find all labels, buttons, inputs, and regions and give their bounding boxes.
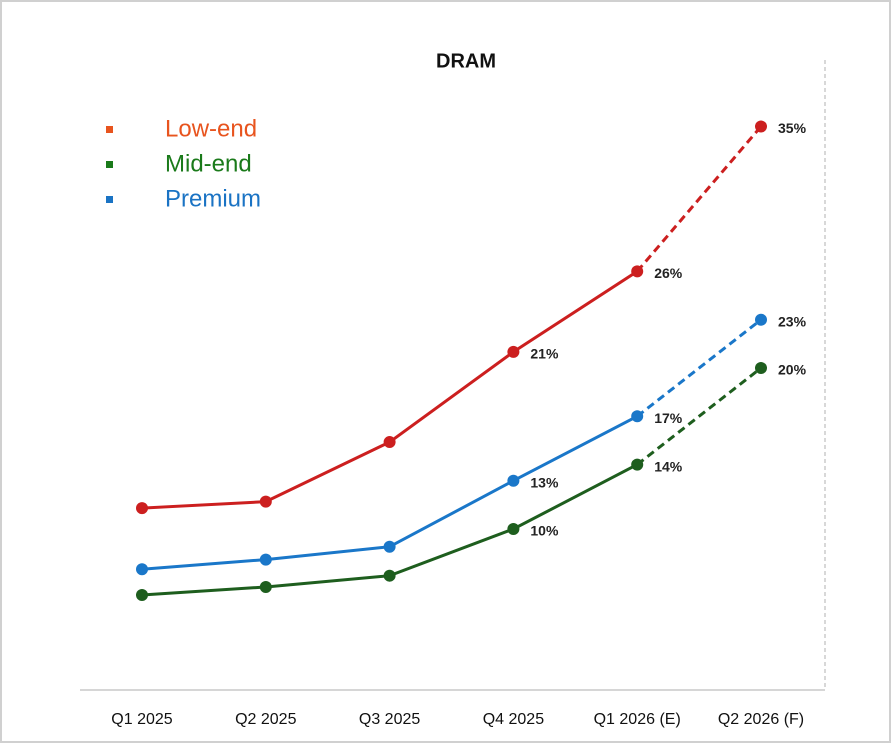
projection-line — [636, 318, 762, 418]
point — [383, 540, 396, 553]
point — [755, 362, 767, 374]
legend-swatch — [106, 161, 113, 168]
value-label: 23% — [778, 313, 807, 329]
point — [755, 313, 767, 326]
value-label: 21% — [530, 346, 559, 362]
value-label: 10% — [530, 523, 559, 539]
legend-swatch — [106, 126, 113, 133]
point — [631, 265, 644, 278]
projection-line — [636, 125, 763, 273]
point — [631, 458, 644, 471]
point — [507, 474, 520, 487]
value-label: 35% — [778, 120, 807, 136]
legend-label: Premium — [165, 185, 261, 212]
point — [136, 563, 148, 576]
value-label: 13% — [530, 474, 559, 490]
point — [631, 410, 644, 423]
point — [136, 589, 148, 602]
x-tick-label: Q2 2026 (F) — [718, 711, 804, 728]
legend-swatch — [106, 196, 113, 203]
x-tick-label: Q1 2025 — [111, 711, 172, 728]
value-label: 20% — [778, 362, 807, 378]
legend-label: Mid-end — [165, 150, 252, 177]
point — [259, 495, 272, 508]
point — [755, 120, 767, 133]
point — [383, 569, 396, 582]
value-label: 26% — [654, 265, 683, 281]
legend-label: Low-end — [165, 115, 257, 142]
point — [259, 553, 272, 566]
point — [507, 345, 520, 358]
projection-line — [636, 366, 762, 466]
x-tick-label: Q1 2026 (E) — [594, 711, 681, 728]
x-tick-label: Q4 2025 — [483, 711, 544, 728]
value-label: 17% — [654, 410, 683, 426]
point — [259, 580, 272, 593]
x-tick-label: Q2 2025 — [235, 711, 296, 728]
point — [507, 523, 520, 535]
point — [136, 502, 148, 515]
chart-title: DRAM — [436, 50, 496, 72]
x-tick-label: Q3 2025 — [359, 711, 420, 728]
point — [383, 436, 396, 449]
value-label: 14% — [654, 458, 683, 474]
